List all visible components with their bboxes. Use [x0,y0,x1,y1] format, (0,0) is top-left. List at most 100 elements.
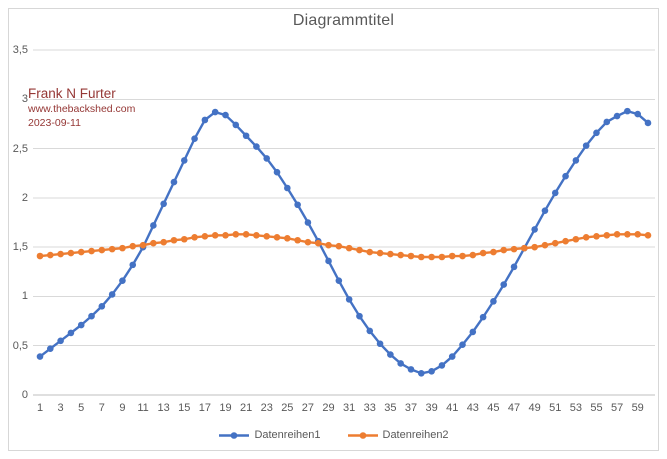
data-point [356,246,363,254]
data-point [397,360,404,367]
data-point [551,239,559,247]
data-point [119,244,126,252]
legend: Datenreihen1 Datenreihen2 [0,429,667,441]
data-point [397,251,404,259]
data-point [387,250,394,258]
data-point [36,252,44,260]
data-point [242,132,250,140]
data-point [459,252,466,260]
x-tick-label: 57 [610,402,624,414]
data-point [613,231,621,238]
data-point [634,110,641,118]
data-point [479,249,487,257]
data-point [593,233,600,240]
y-tick-label: 2 [21,191,28,204]
data-point [108,291,116,298]
data-point [366,327,374,335]
series-datenreihen2 [36,231,652,261]
data-point [314,239,322,247]
data-point [77,248,85,256]
data-point [180,157,188,164]
data-point [541,207,549,214]
legend-item-datenreihen2[interactable]: Datenreihen2 [347,429,449,441]
data-point [551,189,559,197]
data-point [222,232,229,239]
data-point [428,253,435,261]
data-point [582,233,590,241]
x-tick-label: 31 [343,402,356,414]
x-tick-label: 9 [119,402,126,414]
data-point [98,302,106,310]
data-point [438,362,446,369]
data-point [531,243,538,251]
data-point [150,239,157,247]
y-tick-label: 0,5 [12,339,28,352]
x-tick-label: 11 [137,402,149,414]
legend-marker-datenreihen2 [347,431,378,439]
data-point [232,231,240,238]
y-tick-label: 3,5 [12,44,28,56]
data-point [500,281,508,288]
data-point [108,245,116,253]
data-point [284,234,291,242]
x-tick-label: 25 [281,402,294,414]
data-point [448,252,456,260]
data-point [129,242,137,250]
data-point [603,232,611,239]
data-point [47,251,54,259]
data-point [294,236,301,244]
data-point [603,118,611,126]
data-point [67,249,75,257]
annotation-date: 2023-09-11 [28,117,81,129]
y-tick-label: 0 [21,389,28,401]
data-point [407,252,415,260]
annotation-website: www.thebackshed.com [28,103,136,115]
data-point [510,263,518,271]
data-point [253,232,260,239]
data-point [201,233,209,240]
x-tick-label: 45 [487,402,500,414]
data-point [490,248,497,256]
y-tick-label: 1 [21,290,28,303]
data-point [345,244,353,252]
x-tick-label: 35 [384,402,397,414]
data-point [624,231,631,238]
data-point [325,241,332,249]
data-point [88,247,95,255]
data-point [417,253,425,261]
annotation-block: Frank N Furter www.thebackshed.com 2023-… [28,85,135,130]
y-tick-label: 3 [21,93,28,106]
data-point [150,222,157,229]
data-point [448,353,456,360]
data-point [119,277,126,284]
annotation-author: Frank N Furter [28,86,116,101]
data-point [304,238,312,246]
data-point [376,249,384,257]
gridlines [33,49,655,396]
data-point [253,143,260,150]
data-point [356,312,363,320]
data-point [284,184,291,192]
data-point [593,129,600,137]
data-point [211,232,219,239]
data-point [273,233,281,241]
data-point [232,121,240,129]
data-point [36,353,44,360]
data-point [222,111,229,119]
data-point [613,112,621,120]
legend-item-datenreihen1[interactable]: Datenreihen1 [218,429,321,441]
data-point [160,200,167,208]
data-point [582,142,590,149]
x-tick-label: 1 [36,402,44,414]
data-point [469,251,477,259]
x-tick-label: 51 [549,402,562,414]
data-point [304,219,312,226]
data-point [170,236,178,244]
data-point [417,370,425,377]
data-point [531,226,538,233]
x-tick-label: 17 [198,402,211,414]
x-tick-label: 47 [507,402,521,414]
data-point [562,172,569,180]
y-tick-label: 1,5 [12,241,28,254]
